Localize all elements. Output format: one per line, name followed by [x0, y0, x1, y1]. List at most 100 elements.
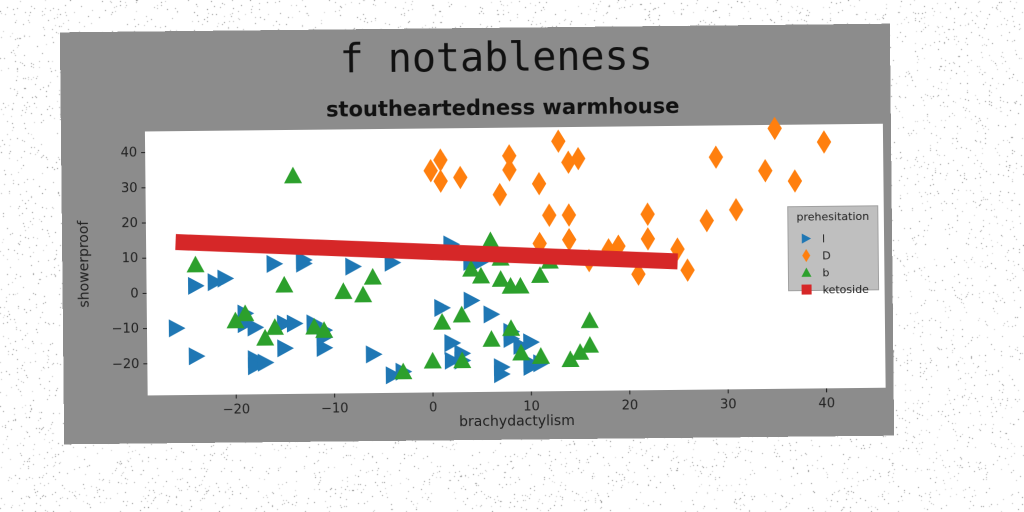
data-point-l: [345, 257, 362, 276]
data-point-l: [523, 357, 541, 376]
data-point-b: [334, 282, 353, 300]
data-point-b: [531, 347, 550, 364]
data-point-l: [207, 273, 225, 292]
chart-subtitle: stoutheartedness warmhouse: [326, 94, 680, 122]
data-point-b: [315, 321, 334, 338]
legend-label-l: l: [822, 232, 825, 245]
data-point-b: [226, 311, 245, 329]
data-point-l: [247, 318, 265, 337]
data-point-D: [542, 203, 557, 227]
x-tick-label: −10: [321, 401, 349, 416]
data-point-b: [511, 276, 530, 294]
data-point-l: [385, 366, 403, 385]
data-point-D: [433, 169, 448, 193]
x-tick-label: 0: [429, 400, 437, 415]
data-point-l: [187, 276, 205, 295]
data-point-b: [580, 311, 599, 329]
data-point-b: [423, 351, 442, 369]
data-point-D: [699, 208, 714, 233]
data-point-D: [453, 165, 468, 190]
data-point-D: [423, 159, 438, 183]
data-point-D: [816, 130, 832, 154]
ketoside-line: [175, 234, 678, 270]
data-point-b: [265, 318, 284, 335]
y-axis-ticks: −20 −10 0 10 20 30 40: [111, 146, 148, 372]
data-point-b: [433, 312, 452, 330]
y-tick-label: 20: [121, 216, 138, 231]
x-axis-ticks: −20 −10 0 10 20 30 40: [223, 388, 835, 418]
data-point-b: [284, 166, 303, 184]
data-point-D: [502, 158, 517, 182]
chart-title: f notableness: [339, 33, 653, 82]
y-tick-label: −20: [112, 357, 140, 372]
x-tick-label: 40: [818, 396, 835, 411]
data-point-l: [444, 334, 462, 353]
data-point-D: [502, 144, 517, 168]
data-point-l: [444, 351, 462, 370]
legend-label-ketoside: ketoside: [823, 283, 870, 296]
data-point-D: [708, 145, 724, 169]
data-point-D: [670, 237, 685, 261]
legend: prehesitation lDb ketoside: [787, 205, 880, 296]
data-point-b: [481, 231, 500, 249]
data-point-l: [276, 314, 294, 333]
data-point-D: [631, 262, 646, 286]
y-tick-label: 40: [121, 146, 138, 161]
legend-box: [787, 205, 880, 292]
chart-svg: f notableness stoutheartedness warmhouse…: [76, 33, 886, 430]
x-tick-label: −20: [223, 402, 251, 417]
data-point-D: [492, 182, 508, 207]
data-point-l: [168, 319, 186, 338]
data-point-D: [433, 148, 448, 172]
data-point-l: [434, 298, 451, 317]
y-axis-label: showerproof: [76, 219, 93, 307]
data-point-b: [462, 259, 481, 277]
data-point-b: [561, 350, 580, 368]
data-point-D: [728, 198, 744, 222]
x-tick-label: 20: [622, 398, 639, 413]
data-point-D: [767, 116, 782, 141]
legend-marker-l: [801, 233, 812, 244]
data-point-l: [277, 339, 294, 358]
legend-marker-ketoside: [801, 284, 812, 295]
x-tick-label: 30: [720, 397, 737, 412]
data-point-D: [570, 146, 586, 171]
data-point-D: [551, 129, 566, 153]
data-point-D: [561, 203, 577, 227]
legend-title: prehesitation: [796, 210, 869, 224]
data-point-b: [571, 343, 590, 360]
data-point-l: [286, 314, 304, 333]
data-point-b: [186, 255, 205, 273]
data-point-b: [491, 270, 510, 287]
x-tick-label: 10: [523, 399, 540, 414]
data-point-b: [305, 317, 324, 335]
data-point-l: [295, 251, 313, 270]
data-point-b: [452, 305, 471, 323]
data-point-l: [463, 291, 481, 310]
data-point-l: [493, 365, 511, 384]
legend-marker-b: [801, 267, 812, 277]
data-point-b: [453, 351, 472, 369]
data-point-b: [363, 267, 382, 285]
data-point-b: [236, 304, 255, 322]
x-axis-label: brachydactylism: [459, 413, 575, 430]
data-point-D: [758, 159, 773, 183]
y-tick-label: 30: [121, 181, 138, 196]
data-point-D: [561, 227, 577, 252]
data-point-l: [483, 305, 501, 324]
chart-card: f notableness stoutheartedness warmhouse…: [59, 23, 895, 445]
legend-marker-D: [802, 249, 811, 263]
data-point-b: [394, 362, 413, 380]
data-point-b: [482, 330, 501, 347]
data-point-b: [354, 285, 373, 303]
data-point-l: [247, 357, 265, 376]
data-point-b: [256, 328, 275, 346]
data-point-D: [640, 202, 655, 226]
data-point-l: [266, 254, 284, 273]
data-point-D: [561, 150, 576, 174]
legend-entries: lDb ketoside: [801, 232, 870, 296]
data-point-D: [680, 258, 695, 282]
data-point-l: [365, 345, 383, 364]
y-tick-label: 0: [130, 286, 138, 301]
data-point-b: [581, 336, 600, 353]
